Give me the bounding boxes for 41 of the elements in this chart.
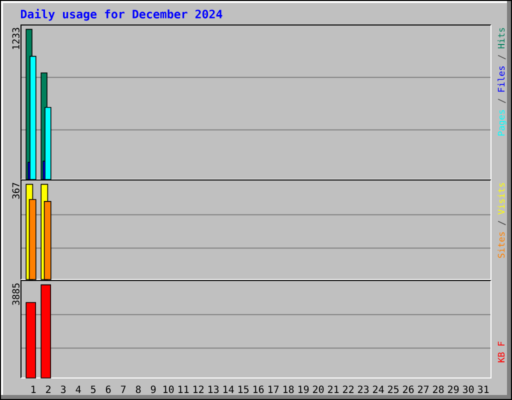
text: KB F xyxy=(498,342,504,362)
x-tick-label: 31 xyxy=(478,386,489,394)
x-tick-label: 30 xyxy=(462,386,474,394)
x-tick-label: 15 xyxy=(238,386,249,394)
x-tick-label: 4 xyxy=(76,386,81,393)
text: 367 xyxy=(12,182,20,199)
x-tick-label: 28 xyxy=(433,386,444,394)
x-tick-label: 2 xyxy=(46,386,50,393)
x-tick-label: 17 xyxy=(268,386,279,393)
x-tick-label: 6 xyxy=(106,386,111,394)
x-tick-label: 7 xyxy=(120,386,126,393)
text: Visits xyxy=(498,183,505,214)
x-tick-label: 22 xyxy=(343,386,354,393)
x-tick-label: 13 xyxy=(208,386,219,394)
text: Pages xyxy=(498,110,506,136)
x-tick-label: 25 xyxy=(388,386,399,394)
x-tick-label: 27 xyxy=(418,386,429,393)
x-tick-label: 20 xyxy=(313,386,324,394)
x-tick-label: 19 xyxy=(298,386,309,394)
x-tick-label: 16 xyxy=(253,386,264,394)
x-tick-label: 5 xyxy=(90,386,96,394)
x-tick-label: 14 xyxy=(223,386,234,393)
x-tick-label: 11 xyxy=(178,386,189,393)
x-tick-label: 12 xyxy=(193,386,204,393)
x-tick-label: 29 xyxy=(448,386,459,394)
text: Sites xyxy=(498,232,505,258)
x-tick-label: 24 xyxy=(373,386,384,393)
x-tick-label: 3 xyxy=(60,386,66,394)
text: Files xyxy=(498,66,505,92)
x-tick-label: 8 xyxy=(136,386,141,394)
x-tick-label: 9 xyxy=(150,386,156,394)
x-tick-label: 1 xyxy=(32,386,36,393)
x-tick-label: 21 xyxy=(328,386,339,393)
x-tick-label: 18 xyxy=(283,386,294,394)
chart-title: Daily usage for December 2024 xyxy=(20,8,222,21)
x-tick-label: 26 xyxy=(403,386,414,394)
x-tick-label: 23 xyxy=(358,386,369,394)
text: 3885 xyxy=(12,283,20,305)
text: 1233 xyxy=(12,28,20,49)
text: Hits xyxy=(498,28,505,48)
x-tick-label: 10 xyxy=(163,386,174,394)
